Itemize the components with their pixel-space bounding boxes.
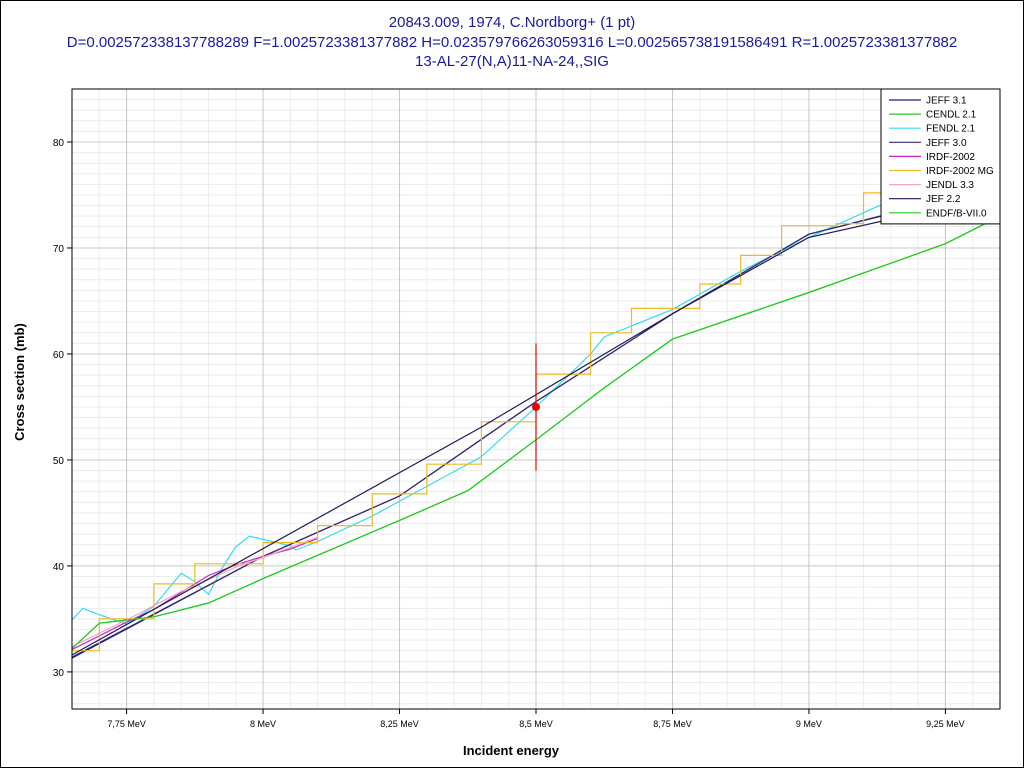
grid-lines [71,88,1001,709]
chart-reaction-label: 13-AL-27(N,A)11-NA-24,,SIG [415,53,609,70]
y-tick-label: 80 [53,138,65,149]
legend: JEFF 3.1 CENDL 2.1 FENDL 2.1 JEFF 3.0 IRDF-2… [880,88,1001,225]
y-tick-label: 60 [53,350,65,361]
y-tick-label: 40 [53,562,65,573]
legend-label: JEFF 3.0 [926,138,967,149]
x-tick-label: 8,25 MeV [380,719,419,729]
series-line-irdf-2002-mg [72,173,1000,652]
x-tick-label: 9,25 MeV [926,719,965,729]
x-tick-label: 9 MeV [796,719,822,729]
x-tick-label: 7,75 MeV [107,719,146,729]
legend-label: CENDL 2.1 [926,110,977,121]
x-tick-label: 8,75 MeV [653,719,692,729]
experimental-point [532,402,540,411]
legend-label: IRDF-2002 MG [926,166,994,177]
y-tick-label: 70 [53,244,65,255]
legend-label: ENDF/B-VII.0 [926,208,987,219]
series-line-endf-b-vii-0 [72,215,1000,650]
legend-label: FENDL 2.1 [926,124,976,135]
series-line-fendl-2-1 [72,167,1000,625]
legend-label: JEFF 3.1 [926,96,967,107]
y-tick-label: 30 [53,668,65,679]
y-axis-title: Cross section (mb) [12,323,27,441]
series-line-jef-2-2 [72,194,1000,656]
x-tick-label: 8 MeV [250,719,276,729]
x-tick-label: 8,5 MeV [519,719,553,729]
legend-label: IRDF-2002 [926,152,975,163]
legend-label: JENDL 3.3 [926,180,974,191]
x-axis-title: Incident energy [463,743,560,758]
chart-subtitle: D=0.002572338137788289 F=1.0025723381377… [66,34,958,51]
chart-title: 20843.009, 1974, C.Nordborg+ (1 pt) [388,14,636,31]
series-line-irdf-2002 [72,537,318,651]
experimental-layer [532,343,540,471]
y-tick-label: 50 [53,456,65,467]
legend-label: JEF 2.2 [926,194,961,205]
axis-ticks: 7,75 MeV 8 MeV 8,25 MeV 8,5 MeV 8,75 MeV 9 Me… [53,138,965,729]
